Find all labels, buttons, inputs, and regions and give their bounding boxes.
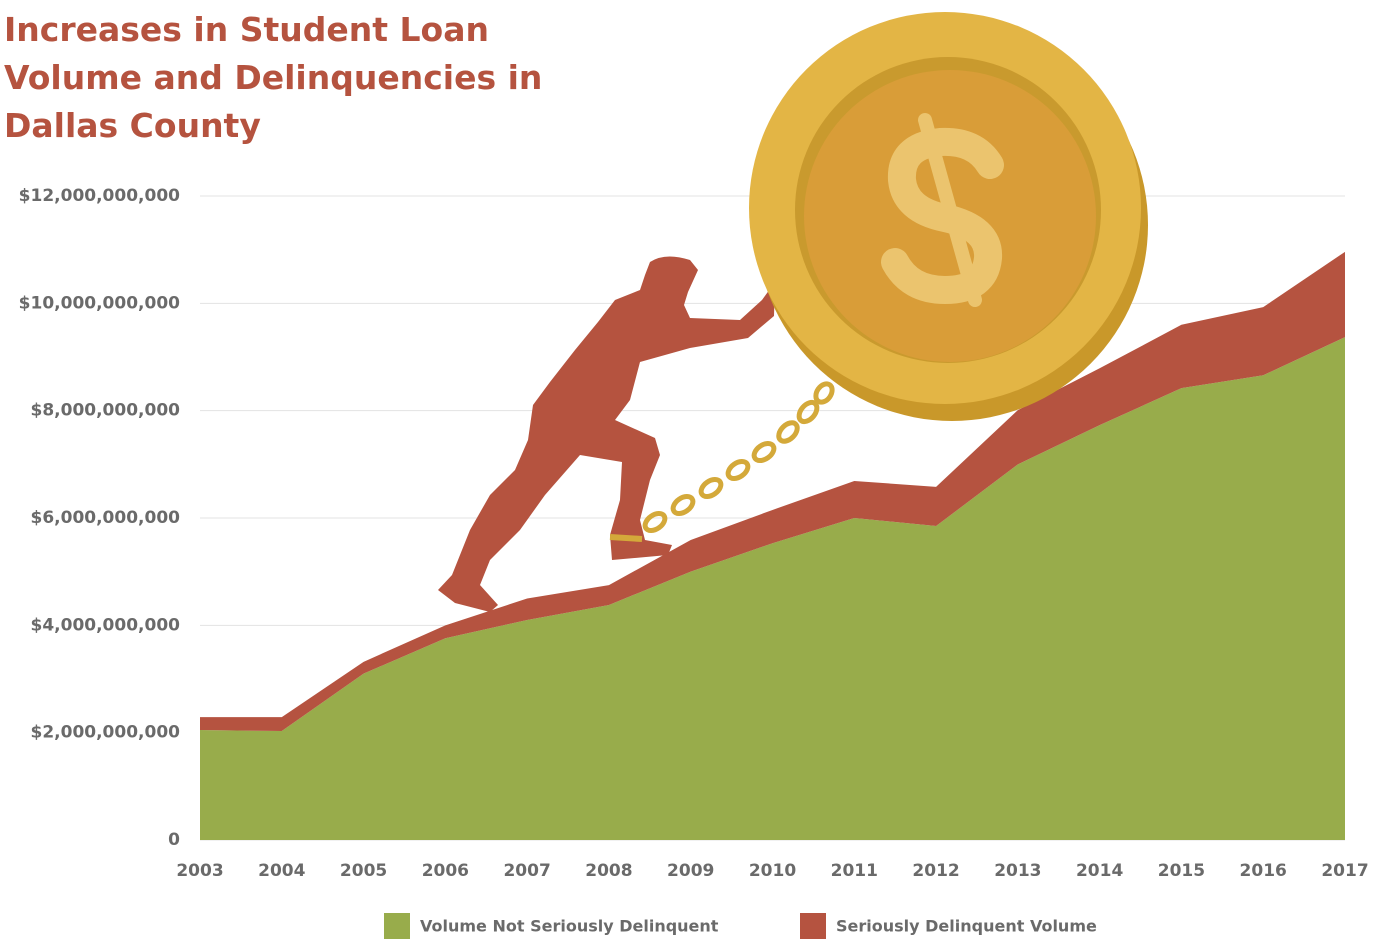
ankle-shackle — [609, 534, 643, 542]
x-tick-label: 2009 — [667, 861, 714, 881]
man-silhouette — [438, 256, 775, 612]
dollar-symbol — [881, 113, 1004, 307]
x-tick-label: 2005 — [340, 861, 387, 881]
x-tick-label: 2014 — [1076, 861, 1123, 881]
chain — [642, 381, 835, 534]
chart-title: Increases in Student Loan Volume and Del… — [4, 10, 543, 145]
legend-swatch — [800, 913, 826, 939]
y-tick-label: $2,000,000,000 — [31, 723, 181, 743]
y-tick-label: $12,000,000,000 — [19, 186, 180, 206]
x-tick-label: 2006 — [422, 861, 469, 881]
x-tick-label: 2016 — [1240, 861, 1287, 881]
legend-swatch — [384, 913, 410, 939]
y-tick-label: 0 — [168, 830, 180, 850]
x-tick-label: 2013 — [994, 861, 1041, 881]
x-tick-label: 2010 — [749, 861, 796, 881]
axes: 0 $2,000,000,000 $4,000,000,000 $6,000,000,… — [19, 186, 1369, 881]
y-tick-label: $4,000,000,000 — [31, 615, 181, 635]
y-tick-label: $10,000,000,000 — [19, 293, 180, 313]
x-tick-label: 2003 — [176, 861, 223, 881]
x-tick-label: 2015 — [1158, 861, 1205, 881]
y-tick-label: $6,000,000,000 — [31, 508, 181, 528]
y-tick-label: $8,000,000,000 — [31, 401, 181, 421]
x-tick-label: 2007 — [503, 861, 550, 881]
x-tick-label: 2004 — [258, 861, 305, 881]
x-tick-label: 2011 — [831, 861, 878, 881]
legend-label: Seriously Delinquent Volume — [836, 917, 1097, 936]
x-tick-label: 2012 — [912, 861, 959, 881]
legend-label: Volume Not Seriously Delinquent — [420, 917, 719, 936]
areas — [200, 251, 1345, 840]
illustration — [438, 12, 1148, 612]
x-tick-label: 2017 — [1321, 861, 1368, 881]
legend: Volume Not Seriously Delinquent Seriousl… — [384, 913, 1097, 939]
area — [200, 337, 1345, 840]
x-tick-label: 2008 — [585, 861, 632, 881]
